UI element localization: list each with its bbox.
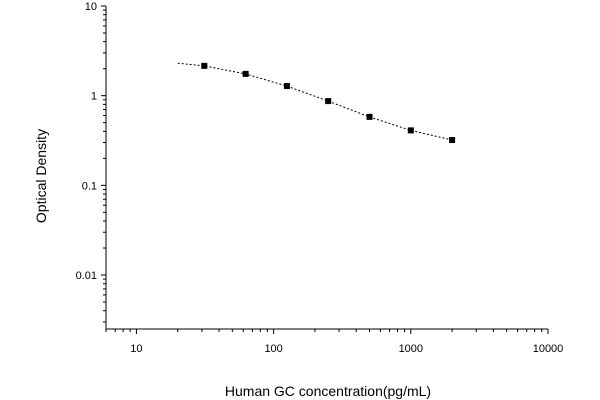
x-axis-title: Human GC concentration(pg/mL)	[225, 383, 431, 399]
y-tick-label: 0.1	[82, 180, 97, 192]
x-tick-label: 10	[130, 343, 142, 355]
data-point	[449, 137, 456, 144]
data-point	[366, 113, 373, 120]
ticks: 10 100 1000 10000 0.01 0.1 1 10	[76, 1, 564, 355]
x-tick-label: 1000	[399, 343, 423, 355]
fit-curve-group	[177, 62, 453, 141]
data-point	[242, 70, 249, 77]
data-point	[325, 98, 332, 105]
x-tick-label: 10000	[533, 343, 564, 355]
x-tick-label: 100	[264, 343, 282, 355]
data-point	[407, 127, 414, 134]
data-points	[201, 62, 456, 144]
y-tick-label: 0.01	[76, 270, 97, 282]
y-tick-label: 1	[91, 91, 97, 103]
fit-curve	[177, 62, 453, 141]
axes	[105, 6, 548, 330]
y-axis-title: Optical Density	[33, 129, 49, 223]
y-tick-label: 10	[85, 1, 97, 13]
data-point	[201, 62, 208, 69]
data-point	[283, 83, 290, 90]
